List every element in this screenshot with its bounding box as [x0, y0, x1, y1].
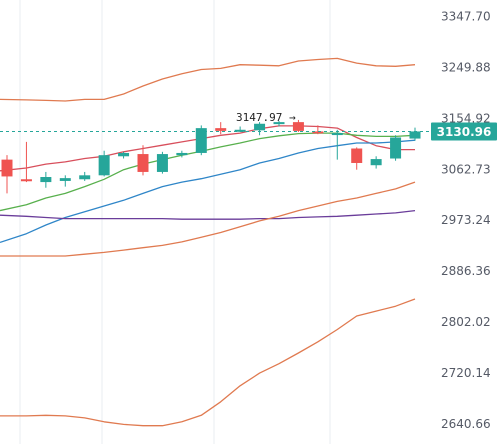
y-tick-label: 3062.73 — [441, 162, 491, 176]
candle — [390, 135, 402, 161]
indicator-line — [0, 209, 416, 220]
candle-body-down — [215, 128, 227, 131]
candle-body-down — [292, 122, 304, 131]
candle-body-up — [390, 137, 402, 159]
candle-body-down — [20, 179, 32, 182]
candle-body-up — [59, 178, 71, 181]
candle-body-up — [98, 155, 110, 176]
candle — [292, 119, 304, 132]
candle-body-up — [409, 131, 421, 139]
candles — [1, 119, 421, 194]
last-price-badge: 3130.96 — [431, 122, 497, 141]
candle-body-up — [118, 152, 130, 157]
candle — [273, 121, 285, 127]
candle-body-down — [312, 131, 324, 134]
candle — [254, 122, 266, 136]
candle-body-up — [234, 129, 246, 132]
candle-body-down — [1, 159, 13, 177]
y-tick-label: 2720.14 — [441, 366, 491, 380]
candle — [118, 151, 130, 159]
candle — [20, 141, 32, 183]
candle — [98, 150, 110, 177]
candle-body-up — [370, 159, 382, 166]
grid-layer — [19, 0, 331, 444]
candle-body-up — [331, 133, 343, 136]
candle — [40, 171, 52, 188]
indicator-line — [0, 125, 415, 172]
candle-body-up — [156, 154, 168, 172]
candle — [351, 147, 363, 170]
candle — [215, 122, 227, 135]
peak-price-label: 3147.97 → — [236, 111, 296, 124]
candle-body-up — [40, 177, 52, 183]
y-tick-label: 3347.70 — [441, 9, 491, 23]
candle-body-down — [137, 154, 149, 172]
candle-body-up — [254, 123, 266, 131]
candle — [195, 125, 207, 156]
candle — [176, 150, 188, 158]
y-tick-label: 3249.88 — [441, 60, 491, 74]
candle — [312, 125, 324, 135]
overlays: 3130.96 3147.97 → — [0, 111, 497, 141]
indicator-line — [0, 132, 416, 212]
indicator-line — [0, 57, 416, 102]
y-tick-label: 2886.36 — [441, 264, 491, 278]
candle-body-down — [351, 148, 363, 163]
candle — [370, 156, 382, 169]
y-tick-label: 2973.24 — [441, 213, 491, 227]
indicator-line — [0, 181, 416, 257]
candle — [79, 171, 91, 181]
candle-body-up — [176, 152, 188, 156]
y-tick-label: 3154.92 — [441, 111, 491, 125]
price-axis[interactable]: 3347.70 3249.88 3154.92 3062.73 2973.24 2886.… — [441, 9, 491, 430]
last-price-badge-bg — [431, 122, 497, 141]
candle-body-up — [195, 128, 207, 153]
y-tick-label: 2802.02 — [441, 315, 491, 329]
y-tick-label: 2640.66 — [441, 417, 491, 431]
candle-body-up — [273, 122, 285, 125]
candle — [409, 127, 421, 141]
candle — [59, 175, 71, 187]
indicator-line — [0, 139, 416, 244]
last-price-label: 3130.96 — [437, 125, 492, 139]
indicator-line — [0, 298, 416, 427]
candle — [1, 155, 13, 194]
candle — [137, 145, 149, 176]
candle — [156, 151, 168, 174]
candle — [331, 129, 343, 160]
candle-body-up — [79, 175, 91, 180]
indicator-lines — [0, 57, 416, 427]
